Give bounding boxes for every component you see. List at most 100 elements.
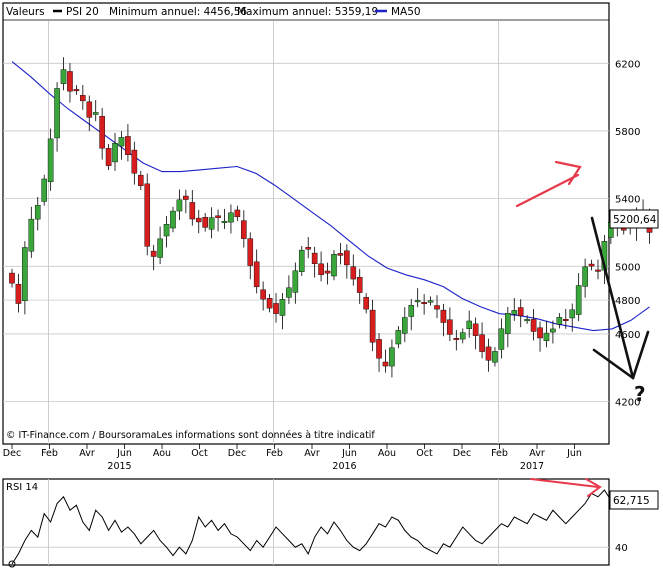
candle-down	[99, 116, 105, 149]
candle-up	[54, 88, 60, 139]
candle-down	[183, 195, 189, 200]
ma50-line	[11, 61, 650, 332]
rsi-last-value-label: 62,715	[613, 495, 650, 507]
candle-up	[208, 217, 215, 230]
candle-up	[292, 270, 299, 293]
x-year-label: 2016	[332, 461, 356, 472]
ma-layer	[11, 61, 650, 332]
candle-up	[505, 313, 511, 334]
candle-up	[92, 112, 99, 115]
candle-down	[241, 220, 247, 239]
candle-up	[112, 143, 118, 163]
last-value-label: 5200,64	[613, 214, 657, 226]
candle-down	[324, 270, 331, 274]
candle-down	[266, 298, 273, 309]
candle-up	[163, 224, 170, 237]
y-tick-label: 5400	[615, 195, 640, 206]
candle-down	[350, 266, 357, 280]
y-tick-label: 4600	[615, 330, 640, 341]
candle-up	[221, 220, 228, 223]
candle-down	[472, 323, 479, 336]
x-month-label: Jun	[566, 448, 582, 459]
candle-down	[562, 319, 569, 321]
candle-down	[440, 309, 447, 323]
candle-down	[517, 307, 524, 317]
x-month-label: Jun	[341, 448, 357, 459]
y-tick-label: 4200	[615, 398, 640, 409]
candle-up	[582, 266, 588, 287]
candle-down	[311, 252, 318, 265]
rsi-y-tick-label: 40	[615, 543, 628, 554]
candle-up	[47, 138, 54, 183]
x-month-label: Dec	[3, 448, 21, 459]
question-mark: ?	[634, 382, 646, 406]
candle-down	[202, 217, 208, 228]
main-panel-frame	[2, 2, 610, 445]
candle-down	[73, 89, 80, 92]
candle-down	[195, 217, 202, 223]
y-tick-label: 5800	[615, 127, 640, 138]
x-month-label: Dec	[228, 448, 246, 459]
candle-up	[402, 317, 408, 334]
candle-down	[537, 327, 543, 339]
x-month-label: Dec	[453, 448, 471, 459]
candle-up	[498, 328, 505, 350]
candle-up	[28, 218, 35, 252]
x-month-label: Feb	[266, 448, 283, 459]
candle-up	[176, 199, 183, 212]
candle-up	[228, 212, 234, 223]
x-month-label: Avr	[529, 448, 545, 459]
candle-up	[41, 178, 47, 202]
candle-down	[105, 148, 112, 166]
candle-down	[369, 309, 376, 343]
candle-down	[131, 149, 138, 174]
candle-down	[595, 269, 601, 272]
candle-down	[215, 215, 221, 218]
grid-layer	[3, 21, 609, 565]
candle-up	[298, 249, 305, 272]
y-tick-label: 6200	[615, 59, 640, 70]
candle-down	[247, 238, 254, 266]
candle-down	[305, 247, 312, 250]
x-month-label: Jun	[116, 448, 132, 459]
header-min: Minimum annuel: 4456,56	[109, 6, 247, 18]
candle-up	[395, 330, 402, 345]
candle-down	[15, 283, 22, 304]
candle-up	[459, 332, 466, 340]
candle-up	[414, 300, 421, 303]
y-tick-label: 4800	[615, 296, 640, 307]
candle-up	[22, 247, 28, 301]
candle-down	[234, 209, 241, 218]
candle-up	[492, 351, 498, 363]
y-tick-label: 5000	[615, 262, 640, 273]
candle-down	[189, 202, 196, 220]
source-note: © IT-Finance.com / BoursoramaLes informa…	[6, 430, 375, 441]
x-year-label: 2017	[520, 461, 544, 472]
x-month-label: Aou	[378, 448, 396, 459]
candle-down	[356, 276, 363, 293]
candle-down	[144, 183, 151, 247]
x-month-label: Feb	[41, 448, 58, 459]
x-year-label: 2015	[107, 461, 131, 472]
candle-down	[363, 297, 369, 310]
header-ma: MA50	[391, 6, 421, 18]
candle-down	[485, 346, 492, 361]
candle-down	[260, 289, 266, 300]
rsi-layer	[8, 489, 650, 568]
rsi-line	[11, 489, 650, 565]
axis-layer: 4200 4600 4800 5000 5400 5800 6200 40 Dec Feb Avr J…	[3, 59, 641, 554]
candle-up	[279, 299, 286, 316]
candle-down	[253, 261, 260, 288]
candle-up	[575, 285, 582, 315]
candle-down	[434, 305, 440, 310]
candle-up	[331, 254, 337, 277]
candle-down	[479, 334, 485, 352]
candle-down	[67, 71, 73, 92]
candle-down	[337, 253, 344, 256]
candle-up	[466, 320, 472, 330]
candle-down	[80, 95, 86, 102]
x-month-label: Feb	[491, 448, 508, 459]
header-valeurs: Valeurs	[6, 6, 45, 18]
